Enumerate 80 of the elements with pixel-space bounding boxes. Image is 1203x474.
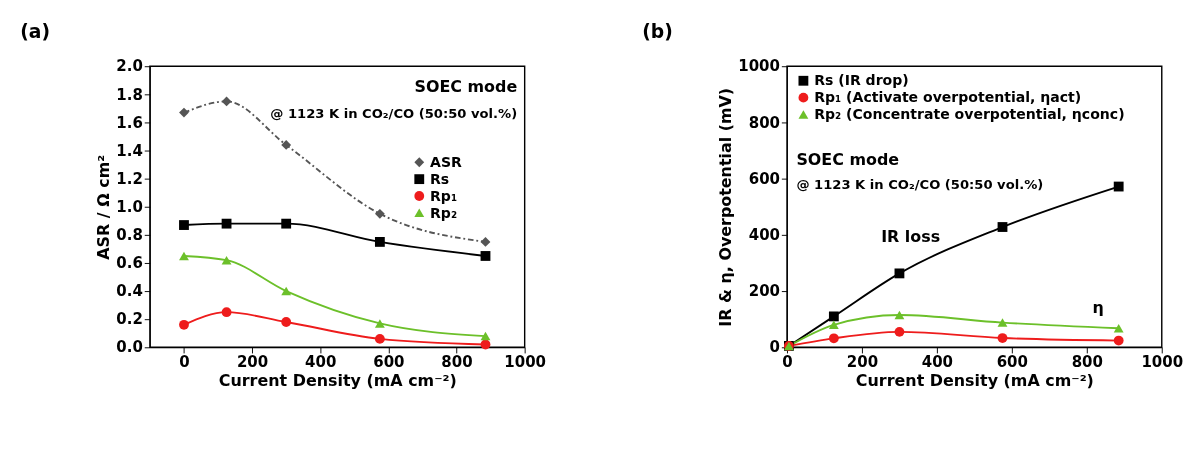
point [480,339,491,350]
x-tick-label: 600 [373,353,405,372]
point [221,307,232,318]
point [480,331,491,341]
point [894,326,905,337]
point [480,237,491,247]
y-tick-label: 0.6 [116,254,143,273]
point [828,333,839,344]
point [997,318,1008,327]
point [281,140,292,150]
chart-title: (a) [20,21,51,43]
y-tick-label: 600 [748,169,780,188]
x-tick-label: 1000 [1141,353,1184,372]
y-tick-label: 1.2 [116,169,143,188]
y-tick-label: 2.0 [116,57,143,76]
point [1113,181,1124,192]
point [281,218,292,229]
y-tick-label: 0.4 [116,282,143,301]
legend-label: Rs [430,170,450,187]
point [1113,323,1124,333]
x-tick-label: 200 [236,353,269,372]
point [997,222,1008,232]
x-axis-title: Current Density (mA cm⁻²) [855,371,1094,391]
point [894,310,905,320]
point [1113,335,1124,346]
annotation: SOEC mode [414,76,518,96]
point [480,251,491,261]
y-tick-label: 1.6 [116,113,143,132]
point [828,320,839,330]
x-tick-label: 600 [996,353,1028,372]
point [221,96,232,107]
point [828,311,839,322]
x-tick-label: 400 [921,353,954,372]
annotation: @ 1123 K in CO₂/CO (50:50 vol.%) [796,176,1044,192]
point [374,237,385,247]
point [221,255,232,265]
x-axis-title: Current Density (mA cm⁻²) [218,371,457,391]
x-tick-label: 400 [305,353,337,372]
y-tick-label: 0.2 [116,310,143,329]
y-tick-label: 800 [748,113,780,132]
point [374,208,385,219]
point [997,333,1008,343]
chart-title: (b) [642,21,673,43]
y-axis-title: ASR / Ω cm² [93,154,113,260]
x-tick-label: 800 [1071,353,1103,372]
y-tick-label: 1000 [738,57,780,76]
x-tick-label: 0 [782,353,793,372]
legend-label: Rs (IR drop) [814,72,909,89]
point [179,220,189,230]
point [179,251,189,261]
x-tick-label: 1000 [504,353,546,372]
y-tick-label: 1.0 [116,197,143,216]
point [374,319,385,328]
point [179,319,189,330]
y-tick-label: 400 [748,226,780,245]
x-tick-label: 800 [441,353,473,372]
point [179,107,189,118]
point [281,317,292,327]
annotation: IR loss [881,227,941,247]
y-tick-label: 1.4 [116,141,143,160]
annotation: @ 1123 K in CO₂/CO (50:50 vol.%) [270,105,518,121]
y-tick-label: 1.8 [116,85,143,104]
point [894,268,905,279]
point [374,333,385,344]
x-tick-label: 200 [846,353,879,372]
y-tick-label: 0.0 [116,338,143,357]
annotation: η [1092,297,1104,317]
legend-label: Rp₂ [430,204,458,221]
legend-label: Rp₁ [430,187,458,204]
legend-label: Rp₁ (Activate overpotential, ηact) [814,89,1082,106]
y-tick-label: 0.8 [116,226,143,245]
y-axis-title: IR & η, Overpotential (mV) [715,87,735,327]
x-tick-label: 0 [179,353,190,372]
point [221,218,232,229]
point [281,286,292,296]
annotation: SOEC mode [796,149,900,169]
y-tick-label: 0 [769,338,780,357]
legend-label: Rp₂ (Concentrate overpotential, ηconc) [814,106,1125,123]
y-tick-label: 200 [748,282,780,301]
legend-label: ASR [430,153,463,170]
